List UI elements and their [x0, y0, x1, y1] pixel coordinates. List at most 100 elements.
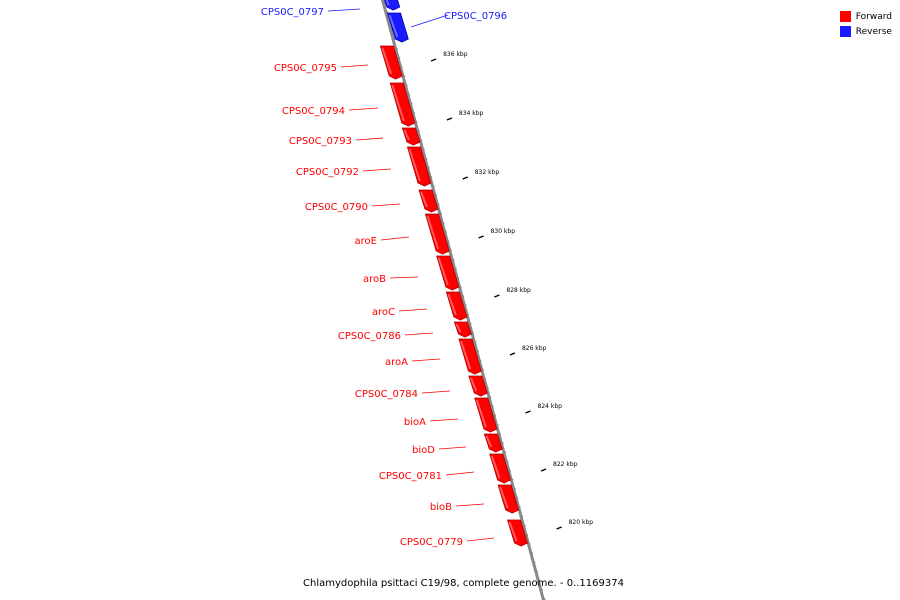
gene-label-connector — [371, 203, 401, 207]
genome-caption: Chlamydophila psittaci C19/98, complete … — [303, 578, 624, 589]
reverse-swatch — [839, 26, 851, 37]
legend-reverse-label: Reverse — [855, 26, 892, 37]
gene-box-CPS0C_0792[interactable] — [406, 146, 432, 187]
gene-label-connector — [340, 64, 369, 68]
scale-tick — [430, 58, 437, 62]
gene-box-aroA[interactable] — [458, 338, 482, 375]
gene-highlight — [469, 377, 478, 392]
scale-tick — [478, 235, 484, 239]
gene-label-connector — [421, 390, 451, 394]
gene-box-bioA[interactable] — [474, 397, 498, 433]
gene-highlight — [403, 129, 410, 141]
scale-tick-label: 836 kbp — [443, 51, 468, 58]
gene-label-CPS0C_0794[interactable]: CPS0C_0794 — [282, 106, 345, 117]
gene-label-connector — [445, 471, 475, 476]
scale-tick — [462, 176, 469, 180]
scale-tick-label: 834 kbp — [459, 110, 484, 117]
gene-box-CPS0C_0795[interactable] — [379, 45, 403, 80]
gene-label-aroB[interactable]: aroB — [363, 274, 386, 285]
gene-highlight — [485, 435, 493, 448]
gene-label-connector — [380, 236, 410, 241]
gene-box-aroC[interactable] — [445, 291, 468, 321]
gene-label-bioA[interactable]: bioA — [404, 417, 426, 428]
gene-highlight — [455, 323, 462, 333]
forward-swatch — [839, 11, 851, 22]
gene-box-CPS0C_0796[interactable] — [386, 12, 409, 43]
gene-box-bioD[interactable] — [483, 433, 503, 453]
gene-highlight — [385, 0, 390, 6]
gene-highlight — [426, 215, 440, 250]
gene-highlight — [388, 14, 399, 38]
scale-ticks: 836 kbp 834 kbp 832 kbp 830 kbp 828 kbp 826 k… — [430, 51, 594, 530]
scale-tick — [509, 352, 516, 356]
gene-highlight — [437, 257, 449, 286]
gene-label-CPS0C_0790[interactable]: CPS0C_0790 — [305, 202, 368, 213]
scale-tick-label: 826 kbp — [522, 345, 547, 352]
gene-label-CPS0C_0792[interactable]: CPS0C_0792 — [296, 167, 359, 178]
gene-box-aroE[interactable] — [424, 213, 450, 255]
gene-features — [379, 0, 528, 547]
gene-box-CPS0C_0786[interactable] — [453, 321, 472, 338]
scale-tick-label: 822 kbp — [553, 461, 578, 468]
scale-tick — [446, 117, 453, 121]
gene-label-CPS0C_0796[interactable]: CPS0C_0796 — [444, 11, 507, 22]
gene-label-CPS0C_0793[interactable]: CPS0C_0793 — [289, 136, 352, 147]
gene-highlight — [420, 191, 428, 208]
scale-tick — [556, 526, 562, 530]
gene-highlight — [381, 47, 393, 75]
gene-box-CPS0C_0794[interactable] — [389, 82, 416, 127]
gene-label-bioD[interactable]: bioD — [412, 445, 435, 456]
strand-legend: Forward Reverse — [839, 9, 892, 39]
gene-label-connector — [466, 537, 495, 542]
gene-label-CPS0C_0795[interactable]: CPS0C_0795 — [274, 63, 337, 74]
gene-box-aroB[interactable] — [436, 255, 460, 291]
gene-label-connector — [455, 503, 485, 507]
genome-backbone — [380, 0, 546, 600]
gene-highlight — [490, 455, 501, 479]
scale-tick — [525, 410, 531, 414]
legend-forward-label: Forward — [855, 11, 892, 22]
legend-reverse: Reverse — [839, 24, 892, 39]
gene-label-CPS0C_0784[interactable]: CPS0C_0784 — [355, 389, 418, 400]
gene-box-CPS0C_0781[interactable] — [489, 453, 512, 484]
gene-label-connector — [362, 168, 392, 172]
gene-label-bioB[interactable]: bioB — [430, 502, 452, 513]
scale-tick-label: 820 kbp — [569, 519, 594, 526]
gene-box-CPS0C_0790[interactable] — [418, 189, 439, 213]
scale-tick — [494, 294, 500, 298]
gene-box-CPS0C_0784[interactable] — [468, 375, 488, 397]
gene-label-connector — [327, 8, 361, 12]
gene-label-aroC[interactable]: aroC — [372, 307, 395, 318]
gene-highlight — [408, 148, 421, 182]
scale-tick-label: 824 kbp — [538, 403, 563, 410]
scale-tick — [540, 468, 547, 472]
gene-box-CPS0C_0797[interactable] — [381, 0, 401, 11]
legend-forward: Forward — [839, 9, 892, 24]
gene-label-connector — [404, 332, 434, 336]
gene-highlight — [447, 293, 457, 316]
scale-tick-label: 832 kbp — [475, 169, 500, 176]
gene-label-CPS0C_0779[interactable]: CPS0C_0779 — [400, 537, 463, 548]
gene-label-CPS0C_0781[interactable]: CPS0C_0781 — [379, 471, 442, 482]
gene-label-connector — [398, 308, 428, 312]
gene-label-aroA[interactable]: aroA — [385, 357, 408, 368]
gene-labels: CPS0C_0797 CPS0C_0796 CPS0C_0795 CPS0C_0794… — [261, 7, 507, 548]
gene-highlight — [391, 84, 405, 122]
gene-label-connector — [429, 418, 459, 422]
gene-box-bioB[interactable] — [497, 484, 520, 514]
gene-label-aroE[interactable]: aroE — [355, 236, 377, 247]
scale-tick-label: 830 kbp — [491, 228, 516, 235]
gene-label-connector — [355, 137, 384, 141]
gene-box-CPS0C_0793[interactable] — [401, 127, 421, 146]
gene-highlight — [499, 486, 509, 509]
gene-label-CPS0C_0786[interactable]: CPS0C_0786 — [338, 331, 401, 342]
gene-label-connector — [348, 107, 379, 111]
gene-label-connector — [438, 446, 467, 450]
gene-label-connector — [411, 358, 441, 362]
gene-highlight — [475, 399, 487, 428]
gene-box-CPS0C_0779[interactable] — [506, 519, 528, 547]
gene-label-CPS0C_0797[interactable]: CPS0C_0797 — [261, 7, 324, 18]
gene-highlight — [460, 340, 472, 370]
gene-highlight — [508, 521, 518, 542]
